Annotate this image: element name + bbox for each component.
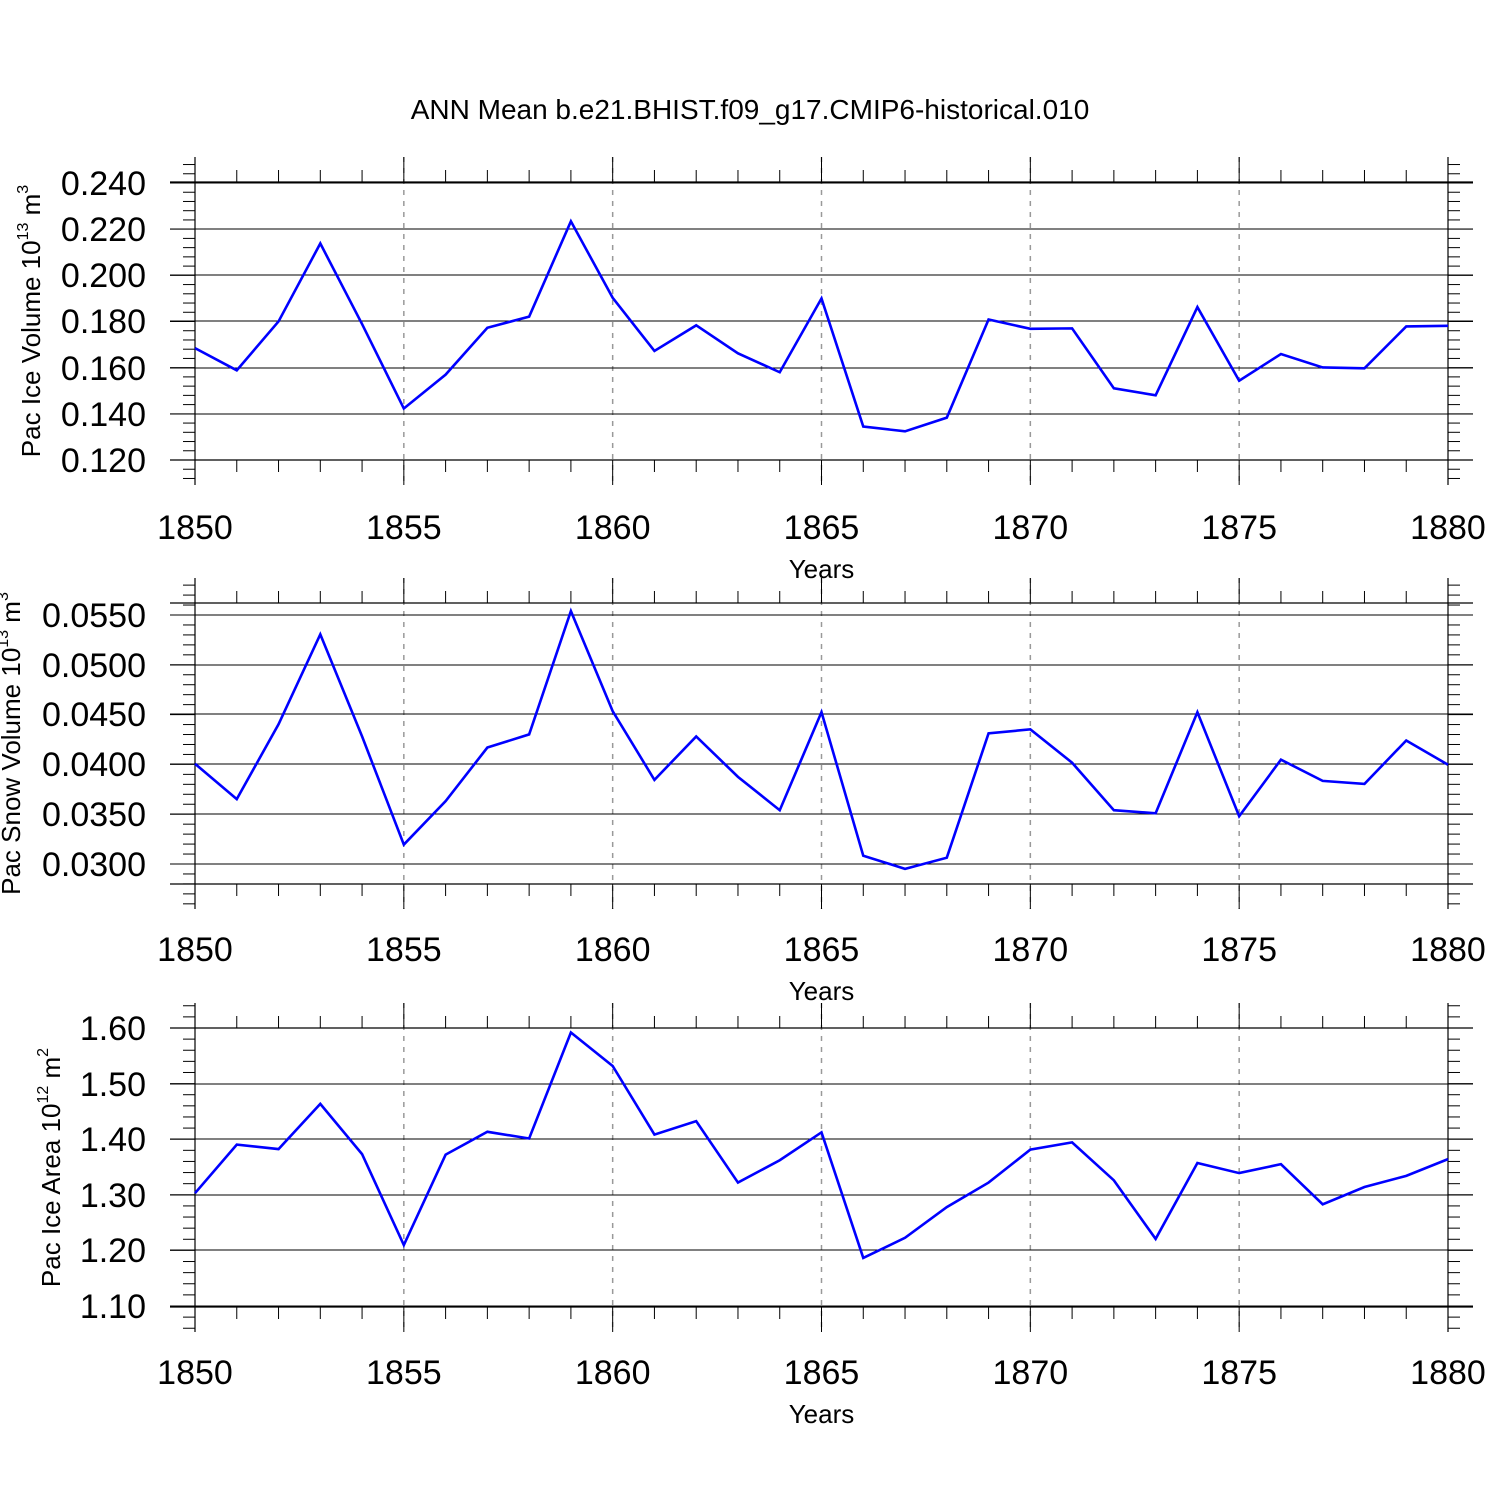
y-tick-label: 0.0300 xyxy=(42,846,146,884)
x-tick-label: 1870 xyxy=(993,1354,1069,1392)
panel-1: 0.120 0.140 0.160 0.180 0.200 0.220 0.240 1850 1… xyxy=(15,157,1486,584)
x-tick-label: 1860 xyxy=(575,1354,651,1392)
y-tick-label: 0.0500 xyxy=(42,647,146,685)
y-tick-label: 0.180 xyxy=(61,303,146,341)
y-tick-label: 0.220 xyxy=(61,211,146,249)
x-tick-label: 1870 xyxy=(993,509,1069,547)
y-tick-label: 0.160 xyxy=(61,350,146,388)
series-line-1 xyxy=(194,218,1449,433)
x-tick-label: 1855 xyxy=(366,509,442,547)
y-tick-label: 1.20 xyxy=(80,1232,146,1270)
y-axis-label: Pac Snow Volume 1013 m3 xyxy=(0,592,26,895)
x-tick-label: 1875 xyxy=(1201,931,1277,969)
y-tick-label: 0.240 xyxy=(61,165,146,203)
x-tick-label: 1875 xyxy=(1201,509,1277,547)
panel-3: 1.10 1.20 1.30 1.40 1.50 1.60 1850 1855 1860 1865… xyxy=(35,1003,1486,1429)
x-tick-label: 1860 xyxy=(575,931,651,969)
y-axis-label: Pac Ice Area 1012 m2 xyxy=(35,1048,66,1287)
x-axis-label: Years xyxy=(789,976,855,1006)
x-tick-label: 1880 xyxy=(1410,1354,1486,1392)
x-tick-label: 1880 xyxy=(1410,509,1486,547)
y-tick-label: 1.40 xyxy=(80,1121,146,1159)
x-tick-label: 1855 xyxy=(366,931,442,969)
y-tick-label: 0.140 xyxy=(61,396,146,434)
x-axis-label: Years xyxy=(789,1399,855,1429)
x-tick-label: 1865 xyxy=(784,1354,860,1392)
x-tick-label: 1850 xyxy=(157,1354,233,1392)
y-axis-label: Pac Ice Volume 1013 m3 xyxy=(15,185,46,458)
series-line-3 xyxy=(194,1030,1449,1260)
series-line-2 xyxy=(194,607,1449,871)
y-tick-label: 0.0400 xyxy=(42,746,146,784)
y-tick-label: 1.50 xyxy=(80,1066,146,1104)
x-tick-label: 1865 xyxy=(784,509,860,547)
y-tick-label: 0.0450 xyxy=(42,696,146,734)
x-tick-label: 1880 xyxy=(1410,931,1486,969)
x-tick-label: 1860 xyxy=(575,509,651,547)
y-tick-label: 1.60 xyxy=(80,1010,146,1048)
x-tick-label: 1875 xyxy=(1201,1354,1277,1392)
y-tick-label: 0.0550 xyxy=(42,597,146,635)
x-tick-label: 1850 xyxy=(157,509,233,547)
y-tick-label: 0.200 xyxy=(61,257,146,295)
y-tick-label: 1.10 xyxy=(80,1288,146,1326)
panel-2: 0.0300 0.0350 0.0400 0.0450 0.0500 0.0550 1850… xyxy=(0,578,1486,1006)
y-tick-label: 1.30 xyxy=(80,1177,146,1215)
y-tick-label: 0.0350 xyxy=(42,796,146,834)
x-tick-label: 1855 xyxy=(366,1354,442,1392)
x-tick-label: 1865 xyxy=(784,931,860,969)
y-tick-label: 0.120 xyxy=(61,442,146,480)
figure-title: ANN Mean b.e21.BHIST.f09_g17.CMIP6-histo… xyxy=(411,94,1090,125)
x-tick-label: 1870 xyxy=(993,931,1069,969)
x-tick-label: 1850 xyxy=(157,931,233,969)
